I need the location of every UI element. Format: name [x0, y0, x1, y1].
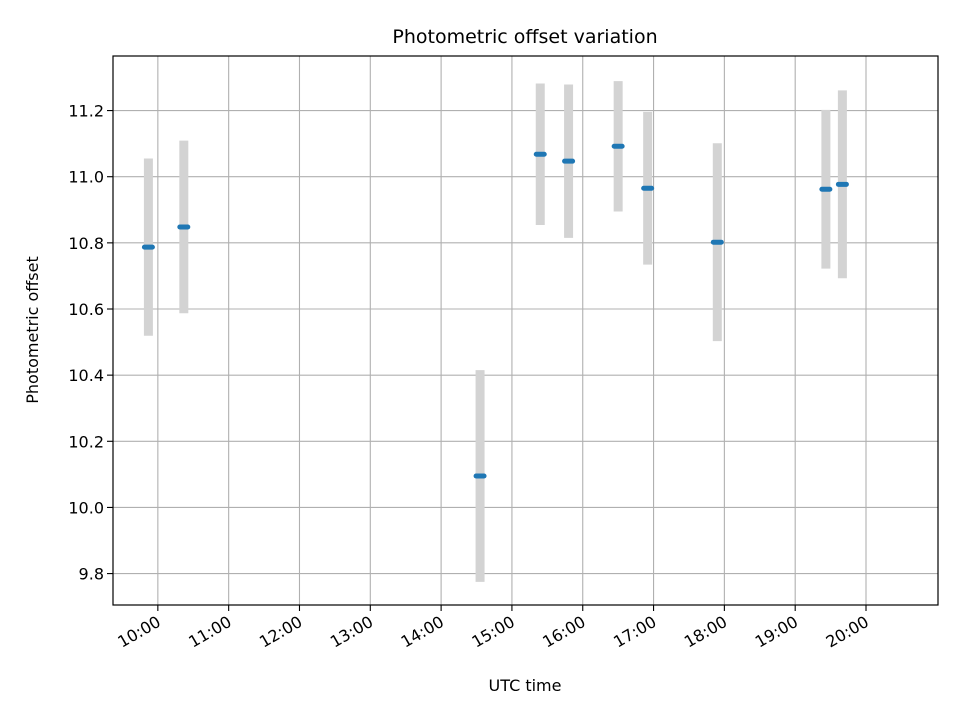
data-points — [141, 143, 849, 479]
y-tick-label: 10.4 — [68, 366, 104, 385]
y-axis-ticks: 9.8 10.0 10.2 10.4 10.6 10.8 11.0 11.2 — [68, 102, 113, 584]
chart-title: Photometric offset variation — [392, 26, 657, 48]
plot-area — [113, 56, 938, 605]
y-tick-label: 10.0 — [68, 498, 104, 517]
grid — [113, 56, 938, 605]
y-tick-label: 9.8 — [79, 565, 104, 584]
x-axis-label: UTC time — [489, 676, 562, 695]
y-tick-label: 11.2 — [68, 102, 104, 121]
y-tick-label: 11.0 — [68, 168, 104, 187]
plot-frame — [112, 55, 939, 606]
y-tick-label: 10.2 — [68, 432, 104, 451]
y-axis-label: Photometric offset — [23, 256, 42, 404]
y-tick-label: 10.6 — [68, 300, 104, 319]
y-tick-label: 10.8 — [68, 234, 104, 253]
